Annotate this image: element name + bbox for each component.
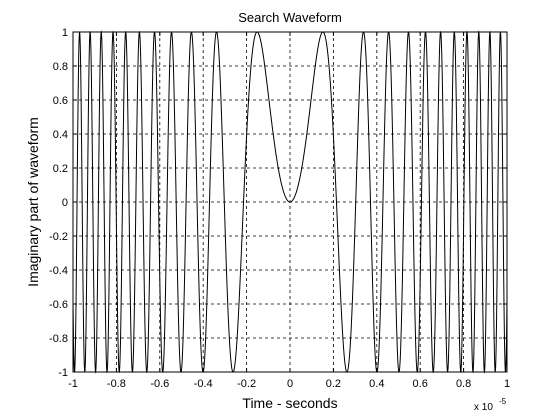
y-axis-label: Imaginary part of waveform (25, 117, 41, 287)
x-tick-label: 0.2 (326, 378, 341, 390)
ticks: -1 -0.8 -0.6 -0.4 -0.2 0 0.2 0.4 0.6 0.8 1 -1 -0.8 -0… (49, 27, 510, 390)
y-tick-label: -0.8 (49, 333, 68, 345)
y-tick-label: 0 (62, 197, 68, 209)
x-tick-label: 0 (287, 378, 293, 390)
x-tick-label: 1 (504, 378, 510, 390)
x-tick-label: -0.4 (194, 378, 213, 390)
y-tick-label: 0.6 (53, 95, 68, 107)
y-tick-label: -1 (58, 367, 68, 379)
x-tick-label: 0.6 (413, 378, 428, 390)
x-tick-label: -0.6 (150, 378, 169, 390)
x-tick-label: 0.8 (456, 378, 471, 390)
y-tick-label: 0.8 (53, 61, 68, 73)
y-tick-label: 1 (62, 27, 68, 39)
y-tick-label: 0.2 (53, 163, 68, 175)
x-tick-label: -0.2 (237, 378, 256, 390)
chart-title: Search Waveform (238, 10, 342, 25)
x-axis-exponent-power: -5 (499, 397, 507, 406)
y-tick-label: -0.2 (49, 231, 68, 243)
x-tick-label: 0.4 (369, 378, 384, 390)
x-tick-label: -1 (68, 378, 78, 390)
y-tick-label: -0.4 (49, 265, 68, 277)
y-tick-label: -0.6 (49, 299, 68, 311)
x-tick-label: -0.8 (107, 378, 126, 390)
y-tick-label: 0.4 (53, 129, 68, 141)
x-axis-label: Time - seconds (242, 395, 337, 411)
x-axis-exponent: x 10 (474, 402, 493, 413)
series-line (72, 30, 508, 374)
